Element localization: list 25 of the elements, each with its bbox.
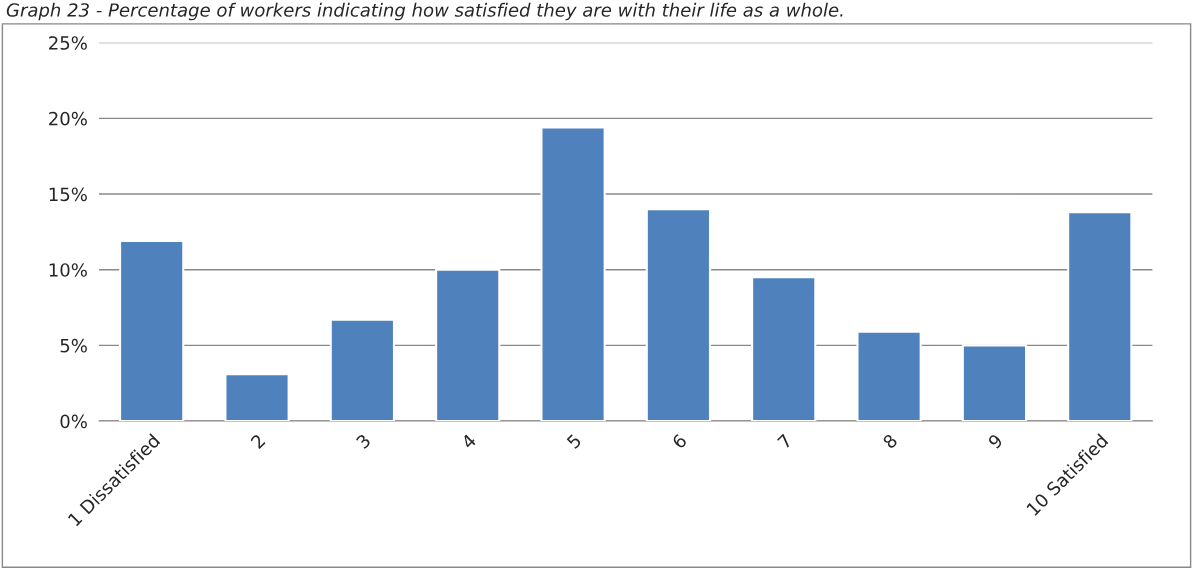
y-tick-label: 5% [60, 338, 87, 353]
x-tick-label: 7 [777, 433, 793, 449]
bar [224, 373, 290, 422]
bar [751, 276, 817, 422]
bar [645, 208, 712, 422]
x-tick-label: 8 [882, 433, 899, 450]
bar [856, 330, 922, 422]
y-tick-label: 0% [60, 414, 87, 429]
x-tick-label: 9 [987, 433, 1004, 450]
bar [119, 239, 185, 422]
x-tick-label: 4 [460, 433, 477, 450]
x-tick-label: 3 [355, 433, 372, 450]
x-tick-label: 5 [566, 433, 582, 450]
chart-title: Graph 23 - Percentage of workers indicating how satisfied they are with their life as a whole. [6, 2, 843, 21]
bar [961, 344, 1028, 422]
bar [540, 126, 606, 422]
bar [1067, 211, 1133, 422]
y-tick-label: 20% [49, 111, 87, 126]
y-tick-label: 25% [49, 36, 87, 50]
x-tick-label: 6 [671, 433, 688, 450]
bar [329, 318, 396, 422]
bar [435, 268, 501, 422]
x-tick-label: 2 [250, 433, 266, 450]
y-tick-label: 15% [49, 187, 87, 202]
y-tick-label: 10% [49, 263, 87, 277]
